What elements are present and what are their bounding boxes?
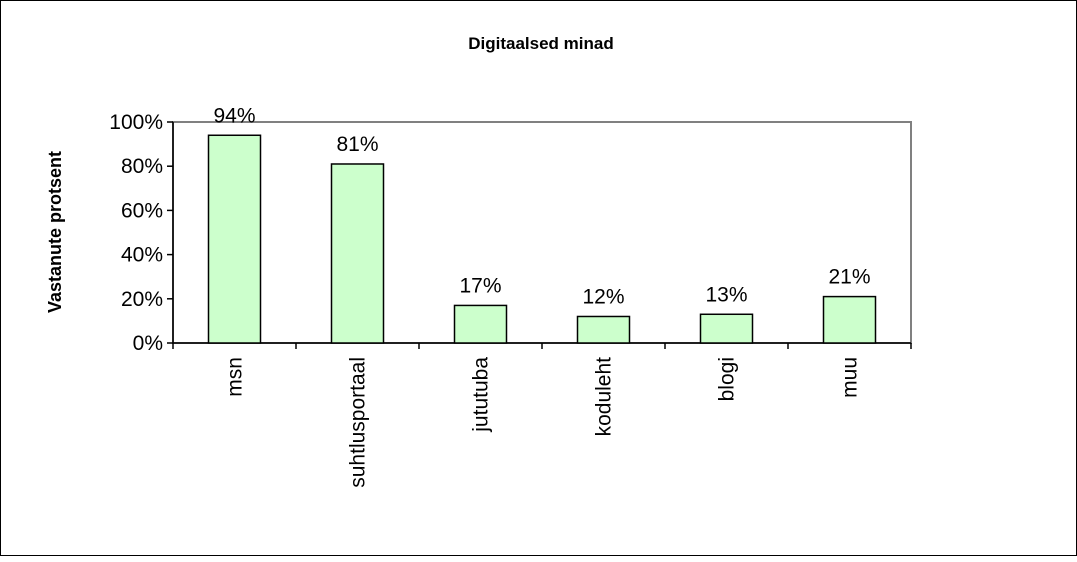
- x-tick-label-blogi: blogi: [716, 357, 739, 401]
- x-tick-label-msn: msn: [224, 357, 247, 397]
- bar-jututuba: [453, 304, 508, 344]
- y-tick-label: 80%: [121, 155, 163, 178]
- bar-msn: [207, 134, 262, 344]
- x-tick-label-muu: muu: [839, 357, 862, 398]
- bar-blogi: [699, 313, 754, 344]
- y-tick-label: 60%: [121, 199, 163, 222]
- data-label-jututuba: 17%: [459, 274, 501, 297]
- bars: [207, 134, 877, 344]
- x-tick-label-jututuba: jututuba: [470, 357, 493, 433]
- y-tick-label: 20%: [121, 288, 163, 311]
- y-axis-label: Vastanute protsent: [45, 151, 65, 313]
- y-tick-label: 100%: [109, 111, 163, 134]
- axes: [167, 121, 912, 349]
- y-tick-label: 40%: [121, 244, 163, 267]
- labels: 0% 20% 40% 60% 80% 100% 94% msn 81% suhtlusportaa…: [109, 104, 870, 487]
- y-tick-label: 0%: [133, 332, 163, 355]
- bar-muu: [822, 295, 877, 344]
- chart-title: Digitaalsed minad: [468, 34, 613, 53]
- data-label-msn: 94%: [213, 104, 255, 127]
- data-label-blogi: 13%: [705, 283, 747, 306]
- x-tick-label-koduleht: koduleht: [593, 357, 616, 437]
- data-label-suhtlusportaal: 81%: [336, 133, 378, 156]
- plot-area: [172, 121, 912, 344]
- bar-suhtlusportaal: [330, 163, 385, 344]
- data-label-muu: 21%: [828, 266, 870, 289]
- bar-koduleht: [576, 315, 631, 344]
- x-tick-label-suhtlusportaal: suhtlusportaal: [347, 357, 370, 488]
- data-label-koduleht: 12%: [582, 285, 624, 308]
